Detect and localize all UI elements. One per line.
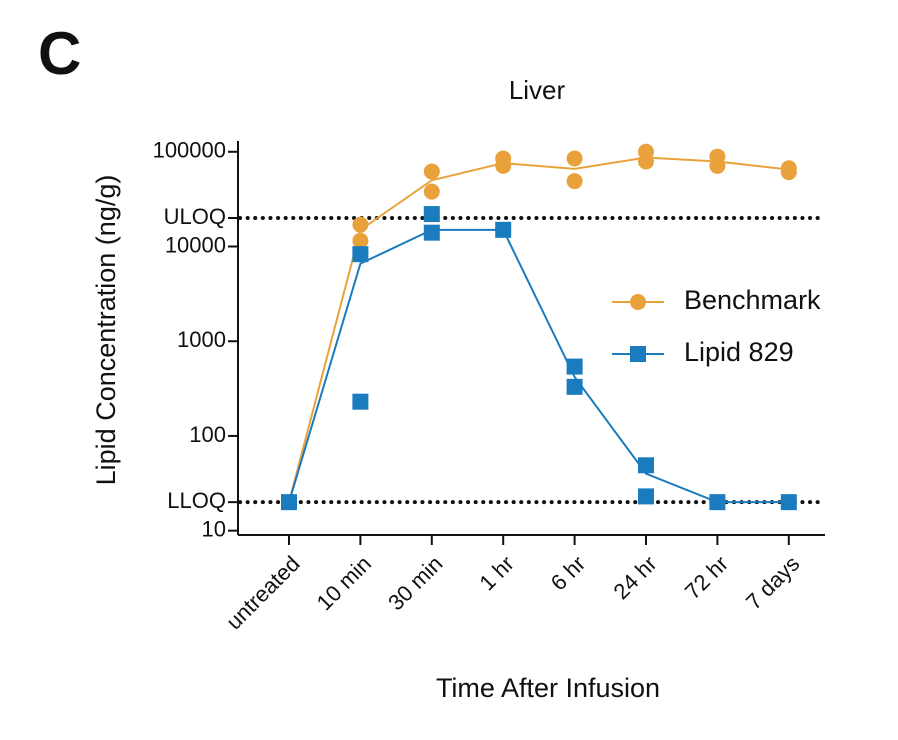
data-point: [638, 457, 654, 474]
x-tick-label: 24 hr: [609, 551, 662, 604]
data-point: [281, 494, 297, 511]
x-tick-label: 10 min: [312, 551, 376, 615]
data-point: [566, 378, 583, 395]
legend-label: Lipid 829: [684, 337, 794, 367]
data-point: [423, 206, 440, 223]
panel-label: C: [38, 20, 81, 87]
x-axis-title: Time After Infusion: [436, 673, 660, 703]
y-tick-label: 1000: [177, 327, 226, 352]
data-point: [352, 393, 369, 410]
data-point: [352, 216, 369, 233]
legend-marker: [630, 346, 646, 362]
data-point: [638, 153, 654, 170]
y-tick-label: 100: [189, 422, 226, 447]
y-tick-label: 10: [202, 516, 226, 541]
data-point: [566, 173, 583, 190]
data-point: [495, 157, 512, 174]
x-tick-label: 1 hr: [474, 551, 518, 595]
series-line: [288, 228, 789, 504]
data-point: [352, 232, 369, 249]
x-tick-label: untreated: [221, 551, 304, 634]
data-point: [709, 494, 726, 511]
data-point: [566, 150, 583, 167]
legend-label: Benchmark: [684, 285, 821, 315]
data-point: [566, 358, 583, 375]
data-point: [709, 157, 726, 174]
x-tick-label: 6 hr: [546, 551, 590, 595]
data-point: [638, 488, 654, 505]
data-point: [780, 494, 797, 511]
y-axis-title: Lipid Concentration (ng/g): [91, 175, 121, 486]
data-point: [423, 224, 440, 241]
data-point: [352, 246, 369, 263]
y-tick-label: 100000: [153, 138, 226, 163]
chart-title: Liver: [509, 75, 566, 105]
data-point: [495, 221, 512, 238]
x-tick-label: 7 days: [741, 551, 805, 615]
data-point: [423, 163, 440, 180]
series-line: [288, 156, 789, 503]
x-tick-label: 30 min: [383, 551, 447, 615]
y-tick-label: LLOQ: [167, 488, 226, 513]
data-point: [423, 183, 440, 200]
x-tick-label: 72 hr: [680, 551, 733, 604]
data-point: [780, 164, 797, 181]
y-tick-label: 10000: [165, 232, 226, 257]
y-tick-label: ULOQ: [164, 204, 226, 229]
legend-marker: [630, 294, 646, 310]
